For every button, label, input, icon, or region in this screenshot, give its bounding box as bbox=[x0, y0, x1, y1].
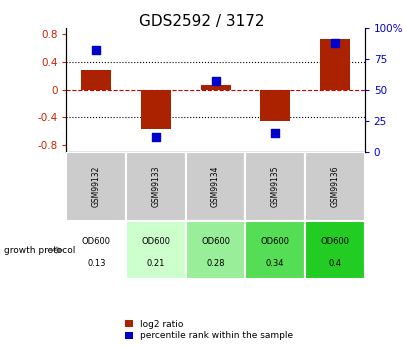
Text: GSM99132: GSM99132 bbox=[92, 166, 101, 207]
Bar bbox=[201, 85, 231, 90]
Text: 0.4: 0.4 bbox=[328, 258, 341, 267]
Text: GDS2592 / 3172: GDS2592 / 3172 bbox=[139, 14, 264, 29]
Bar bbox=[245, 152, 305, 221]
Bar bbox=[260, 90, 290, 121]
Text: GSM99136: GSM99136 bbox=[330, 166, 339, 207]
Legend: log2 ratio, percentile rank within the sample: log2 ratio, percentile rank within the s… bbox=[125, 320, 293, 341]
Text: GSM99133: GSM99133 bbox=[152, 166, 160, 207]
Bar bbox=[126, 221, 186, 279]
Point bbox=[212, 78, 219, 84]
Bar bbox=[126, 152, 186, 221]
Text: OD600: OD600 bbox=[320, 237, 349, 246]
Bar bbox=[186, 152, 245, 221]
Text: growth protocol: growth protocol bbox=[4, 246, 75, 255]
Point bbox=[272, 130, 278, 136]
Text: OD600: OD600 bbox=[261, 237, 290, 246]
Text: GSM99134: GSM99134 bbox=[211, 166, 220, 207]
Text: 0.21: 0.21 bbox=[147, 258, 165, 267]
Text: OD600: OD600 bbox=[141, 237, 170, 246]
Text: 0.28: 0.28 bbox=[206, 258, 225, 267]
Bar bbox=[245, 221, 305, 279]
Bar bbox=[141, 90, 171, 129]
Bar bbox=[305, 221, 365, 279]
Bar bbox=[186, 221, 245, 279]
Point bbox=[93, 47, 100, 53]
Bar bbox=[81, 70, 111, 90]
Text: OD600: OD600 bbox=[82, 237, 111, 246]
Bar bbox=[305, 152, 365, 221]
Bar bbox=[320, 39, 350, 90]
Text: 0.13: 0.13 bbox=[87, 258, 106, 267]
Bar bbox=[66, 221, 126, 279]
Text: OD600: OD600 bbox=[201, 237, 230, 246]
Text: 0.34: 0.34 bbox=[266, 258, 285, 267]
Bar bbox=[66, 152, 126, 221]
Point bbox=[332, 40, 338, 45]
Point bbox=[153, 134, 159, 140]
Text: GSM99135: GSM99135 bbox=[271, 166, 280, 207]
